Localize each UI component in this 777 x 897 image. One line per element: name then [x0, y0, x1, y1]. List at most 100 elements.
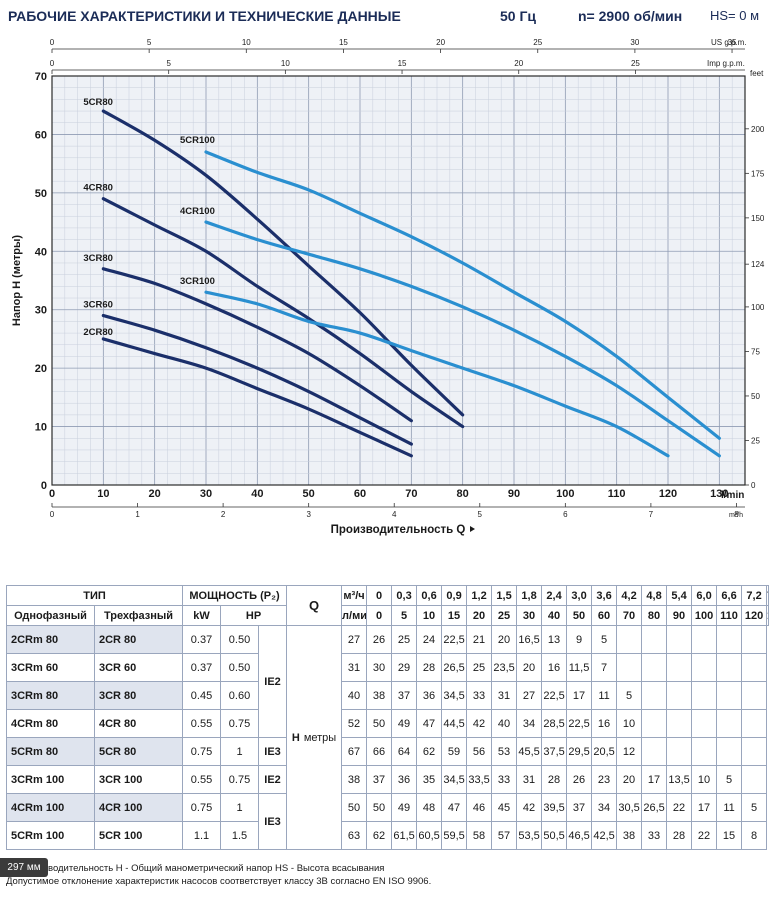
q-m3h-value: 1,5 — [491, 585, 518, 606]
table-row: 5CRm 80 5CR 80 0.75 1 IE3 67 66 64 62 59 56 53 45,5 3… — [6, 737, 769, 766]
q-m3h-value: 6,0 — [691, 585, 718, 606]
power-kw: 0.55 — [182, 709, 222, 738]
q-lmin-value: 120 — [741, 605, 768, 626]
q-lmin-value: 10 — [416, 605, 443, 626]
head-value: 16 — [541, 653, 568, 682]
head-value: 38 — [616, 821, 643, 850]
us-gpm-tick-label: 15 — [339, 38, 348, 47]
head-value — [741, 709, 768, 738]
power-kw: 0.37 — [182, 653, 222, 682]
head-value: 24 — [416, 625, 443, 654]
head-value: 33 — [641, 821, 668, 850]
head-value: 45 — [491, 793, 518, 822]
q-m3h-value: 4,2 — [616, 585, 643, 606]
head-value: 10 — [616, 709, 643, 738]
head-value: 37 — [391, 681, 418, 710]
head-value: 5 — [716, 765, 743, 794]
head-value: 34,5 — [441, 765, 468, 794]
head-value: 28,5 — [541, 709, 568, 738]
head-value: 11 — [591, 681, 618, 710]
x-tick-label: 40 — [251, 488, 263, 500]
head-value — [641, 625, 668, 654]
table-row: 3CRm 100 3CR 100 0.55 0.75 IE2 38 37 36 35 34,5 33… — [6, 765, 769, 794]
us-gpm-axis-label: US g.p.m. — [711, 38, 747, 47]
q-lmin-value: 70 — [616, 605, 643, 626]
head-value: 42 — [466, 709, 493, 738]
suction-height-label: HS= 0 м — [710, 8, 760, 23]
y-tick-label: 0 — [41, 480, 47, 492]
head-value: 13,5 — [666, 765, 693, 794]
footer-tolerance: Допустимое отклонение характеристик насо… — [6, 876, 432, 887]
head-value: 47 — [441, 793, 468, 822]
x-tick-label: 100 — [556, 488, 574, 500]
head-value: 34 — [516, 709, 543, 738]
head-value: 29,5 — [566, 737, 593, 766]
spec-table-wrap: ТИП МОЩНОСТЬ (P₂) Q м³/ч 0 0,3 0,6 0,9 1,2 1,… — [5, 585, 769, 850]
kw-header: kW — [182, 605, 222, 626]
y-tick-label: 70 — [35, 71, 47, 83]
head-value: 22 — [666, 793, 693, 822]
m3h-tick-label: 2 — [221, 510, 226, 519]
power-kw: 1.1 — [182, 821, 222, 850]
head-unit: метры — [303, 731, 337, 744]
head-value: 30 — [366, 653, 393, 682]
head-value: 64 — [391, 737, 418, 766]
head-value: 66 — [366, 737, 393, 766]
head-value: 8 — [741, 821, 768, 850]
head-value: 67 — [341, 737, 368, 766]
head-value: 17 — [641, 765, 668, 794]
head-value — [716, 737, 743, 766]
head-value — [741, 625, 768, 654]
q-m3h-value: 0,9 — [441, 585, 468, 606]
head-value: 47 — [416, 709, 443, 738]
head-value: 11,5 — [566, 653, 593, 682]
head-value: 58 — [466, 821, 493, 850]
us-gpm-tick-label: 20 — [436, 38, 445, 47]
m3h-axis-label: m³/h — [729, 512, 743, 519]
feet-tick-label: 50 — [751, 392, 760, 401]
head-value: 40 — [491, 709, 518, 738]
table-row: 5CRm 100 5CR 100 1.1 1.5 63 62 61,5 60,5 59,5 58 5… — [6, 821, 769, 850]
imp-gpm-axis-label: Imp g.p.m. — [707, 59, 745, 68]
head-value: 25 — [391, 625, 418, 654]
head-value: 42,5 — [591, 821, 618, 850]
curve-label-3cr100: 3CR100 — [180, 276, 215, 287]
head-value: 20,5 — [591, 737, 618, 766]
x-tick-label: 20 — [149, 488, 161, 500]
head-value — [666, 681, 693, 710]
curve-label-3cr80: 3CR80 — [83, 253, 113, 264]
power-kw: 0.45 — [182, 681, 222, 710]
power-kw: 0.75 — [182, 793, 222, 822]
q-lmin-value: 90 — [666, 605, 693, 626]
head-value: 50,5 — [541, 821, 568, 850]
three-phase-model: 4CR 80 — [93, 709, 184, 738]
head-value — [716, 681, 743, 710]
x-axis-arrow — [470, 526, 475, 532]
hp-header: HP — [220, 605, 288, 626]
x-axis-label: Производительность Q — [331, 524, 466, 536]
head-value: 17 — [691, 793, 718, 822]
m3h-tick-label: 3 — [306, 510, 311, 519]
feet-tick-label: 175 — [751, 169, 765, 178]
head-value: 38 — [366, 681, 393, 710]
power-kw: 0.37 — [182, 625, 222, 654]
imp-gpm-tick-label: 20 — [514, 59, 523, 68]
table-row: 4CRm 80 4CR 80 0.55 0.75 52 50 49 47 44,5 42 40 34 2… — [6, 709, 769, 738]
frequency-label: 50 Гц — [500, 8, 537, 24]
head-value — [741, 765, 768, 794]
unit-lmin: л/мин — [341, 605, 368, 626]
x-tick-label: 30 — [200, 488, 212, 500]
single-phase-header: Однофазный — [6, 605, 95, 626]
head-value — [741, 737, 768, 766]
head-value — [716, 653, 743, 682]
y-tick-label: 40 — [35, 246, 47, 258]
head-value: 9 — [566, 625, 593, 654]
y-tick-label: 30 — [35, 305, 47, 317]
head-value — [716, 625, 743, 654]
x-tick-label: 0 — [49, 488, 55, 500]
head-value: 37 — [366, 765, 393, 794]
head-value: 60,5 — [416, 821, 443, 850]
head-value — [691, 737, 718, 766]
single-phase-model: 5CRm 100 — [6, 821, 95, 850]
x-tick-label: 50 — [303, 488, 315, 500]
